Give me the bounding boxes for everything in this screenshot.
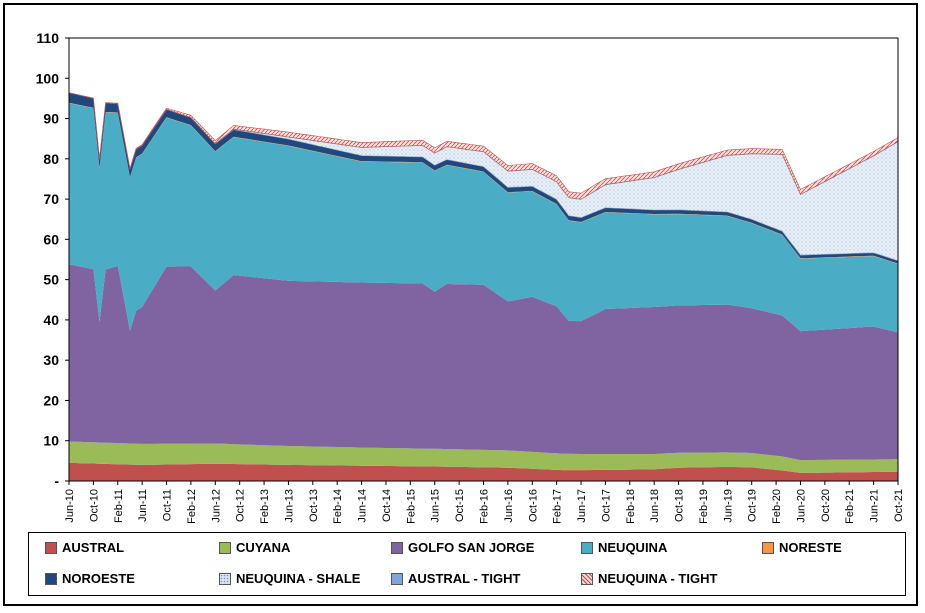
y-tick-label: - [54,473,59,489]
legend-swatch [45,572,57,585]
legend-item-noroeste: NOROESTE [45,571,135,586]
legend-swatch [45,541,57,554]
x-tick-label: Oct-13 [308,489,320,522]
legend-label: NEUQUINA - SHALE [236,571,361,586]
legend-item-cuyana: CUYANA [219,540,290,555]
x-tick-label: Jun-18 [649,489,661,523]
x-tick-label: Oct-18 [674,489,686,522]
legend-swatch [219,541,231,554]
legend-item-golfo-san-jorge: GOLFO SAN JORGE [391,540,534,555]
x-tick-label: Oct-20 [820,489,832,522]
x-tick-label: Jun-11 [137,489,149,522]
legend-swatch [219,572,231,585]
legend-label: NOROESTE [62,571,135,586]
x-tick-label: Jun-15 [430,489,442,523]
x-tick-label: Feb-18 [625,489,637,524]
x-tick-label: Oct-10 [88,489,100,522]
series-areas [68,92,899,481]
y-tick-label: 110 [36,30,59,46]
x-tick-label: Oct-15 [454,489,466,522]
x-tick-label: Jun-10 [64,489,76,523]
y-tick-label: 50 [43,272,59,288]
x-tick-label: Feb-17 [552,489,564,524]
legend-label: GOLFO SAN JORGE [408,540,535,555]
x-axis-ticks: Jun-10 Oct-10 Feb-11 Jun-11 Oct-11 Feb-12 Jun-… [64,481,905,524]
legend-swatch [762,541,774,554]
legend-item-austral-tight: AUSTRAL - TIGHT [391,571,520,586]
chart-frame: - 10 20 30 40 50 60 70 80 90 100 110 Jun-10 Oct-10 Fe… [3,3,918,606]
x-tick-label: Jun-20 [796,489,808,523]
legend-label: NORESTE [779,540,842,555]
x-tick-label: Oct-21 [893,489,905,522]
legend-item-austral: AUSTRAL [45,540,124,555]
y-tick-label: 100 [36,70,60,86]
series-area-golfo-san-jorge [69,264,898,461]
x-tick-label: Jun-12 [210,489,222,523]
x-tick-label: Oct-14 [381,489,393,522]
legend: AUSTRAL CUYANA GOLFO SAN JORGE NEUQUINA NORE… [28,532,906,596]
legend-swatch [581,572,593,585]
legend-label: NEUQUINA - TIGHT [598,571,718,586]
stacked-area-chart: - 10 20 30 40 50 60 70 80 90 100 110 Jun-10 Oct-10 Fe… [36,30,905,524]
legend-label: AUSTRAL [62,540,125,555]
legend-item-neuquina: NEUQUINA [581,540,667,555]
y-tick-label: 20 [43,392,59,408]
x-tick-label: Feb-14 [332,489,344,524]
x-tick-label: Oct-16 [527,489,539,522]
legend-label: AUSTRAL - TIGHT [408,571,521,586]
x-tick-label: Feb-15 [405,489,417,524]
x-tick-label: Feb-13 [259,489,271,524]
y-tick-label: 40 [43,312,59,328]
legend-item-neuquina-shale: NEUQUINA - SHALE [219,571,360,586]
x-tick-label: Feb-21 [844,489,856,524]
y-tick-label: 30 [43,352,59,368]
y-axis-ticks: - 10 20 30 40 50 60 70 80 90 100 110 [36,30,69,489]
x-tick-label: Jun-13 [283,489,295,523]
x-tick-label: Jun-14 [357,489,369,523]
y-tick-label: 90 [43,111,59,127]
y-tick-label: 80 [43,151,59,167]
x-tick-label: Oct-19 [747,489,759,522]
legend-item-neuquina-tight: NEUQUINA - TIGHT [581,571,717,586]
series-area-neuquina [69,103,898,333]
x-tick-label: Jun-21 [869,489,881,523]
y-tick-label: 60 [43,231,59,247]
legend-item-noreste: NORESTE [762,540,842,555]
x-tick-label: Oct-17 [600,489,612,522]
y-tick-label: 10 [43,433,59,449]
legend-label: NEUQUINA [598,540,668,555]
legend-label: CUYANA [236,540,291,555]
x-tick-label: Jun-17 [576,489,588,523]
x-tick-label: Feb-16 [479,489,491,524]
legend-swatch [391,541,403,554]
x-tick-label: Jun-16 [503,489,515,523]
series-area-cuyana [69,441,898,473]
legend-swatch [391,572,403,585]
x-tick-label: Feb-19 [698,489,710,524]
x-tick-label: Jun-19 [722,489,734,523]
x-tick-label: Feb-12 [186,489,198,524]
legend-swatch [581,541,593,554]
y-tick-label: 70 [43,191,59,207]
x-tick-label: Oct-11 [162,489,174,521]
x-tick-label: Feb-11 [113,489,125,523]
x-tick-label: Oct-12 [235,489,247,522]
series-area-austral [69,462,898,481]
x-tick-label: Feb-20 [771,489,783,524]
